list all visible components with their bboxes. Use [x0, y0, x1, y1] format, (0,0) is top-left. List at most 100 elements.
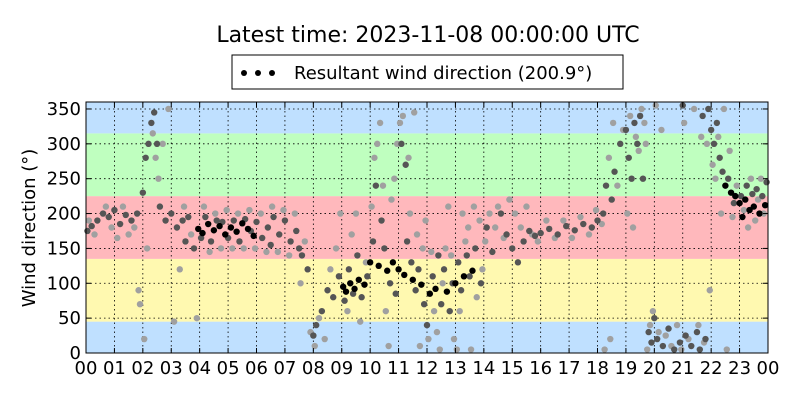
wind-point — [644, 346, 651, 353]
wind-point — [361, 281, 368, 288]
wind-point — [156, 203, 164, 210]
wind-point — [706, 287, 713, 294]
wind-point — [202, 213, 209, 221]
wind-point — [216, 222, 223, 230]
wind-point — [364, 273, 371, 280]
wind-point — [148, 119, 155, 127]
wind-point — [486, 210, 493, 217]
wind-point — [489, 248, 496, 256]
wind-point — [648, 339, 655, 346]
wind-point — [463, 252, 470, 259]
wind-point — [351, 285, 358, 293]
wind-point — [347, 280, 354, 287]
wind-point — [119, 203, 127, 210]
x-tick-label: 20 — [643, 358, 666, 379]
wind-point — [585, 231, 593, 238]
wind-point — [750, 203, 757, 210]
wind-point — [636, 112, 644, 120]
x-tick-label: 22 — [700, 358, 723, 379]
wind-point — [236, 238, 243, 245]
wind-point — [149, 130, 156, 137]
wind-point — [599, 210, 607, 217]
wind-point — [732, 192, 739, 200]
wind-point — [715, 133, 722, 141]
wind-point — [665, 325, 672, 332]
wind-point — [727, 189, 735, 196]
wind-point — [376, 119, 384, 127]
wind-point — [456, 307, 463, 315]
wind-point — [125, 231, 132, 238]
wind-point — [315, 314, 323, 322]
wind-point — [197, 234, 205, 242]
wind-point — [257, 210, 264, 217]
wind-point — [560, 217, 567, 224]
wind-point — [438, 300, 445, 308]
wind-point — [206, 248, 213, 256]
wind-point — [366, 259, 374, 266]
wind-point — [114, 234, 121, 242]
wind-point — [726, 147, 733, 155]
wind-point — [388, 196, 395, 203]
wind-point — [744, 224, 752, 231]
wind-point — [246, 206, 253, 214]
wind-point — [588, 224, 596, 231]
wind-point — [642, 140, 650, 148]
wind-point — [447, 252, 455, 259]
wind-point — [250, 232, 257, 240]
wind-point — [403, 238, 411, 245]
wind-point — [725, 175, 732, 182]
wind-point — [341, 297, 348, 304]
wind-point — [617, 140, 624, 148]
wind-point — [452, 280, 459, 287]
wind-point — [733, 182, 740, 189]
wind-point — [233, 228, 240, 235]
wind-point — [180, 203, 188, 210]
wind-point — [412, 287, 419, 294]
wind-point — [378, 217, 385, 224]
wind-point — [571, 227, 578, 234]
wind-point — [658, 126, 665, 134]
wind-point — [719, 168, 726, 175]
wind-point — [698, 133, 705, 141]
wind-point — [91, 231, 98, 238]
wind-point — [415, 266, 422, 273]
wind-point — [141, 335, 148, 343]
wind-point — [477, 280, 485, 287]
wind-point — [409, 276, 416, 283]
wind-point — [450, 335, 458, 343]
wind-point — [631, 119, 638, 127]
wind-point — [422, 217, 429, 224]
wind-point — [494, 203, 502, 210]
wind-point — [598, 220, 605, 228]
wind-point — [200, 203, 208, 210]
wind-point — [707, 126, 715, 134]
wind-point — [466, 273, 473, 280]
wind-point — [693, 328, 701, 336]
wind-point — [406, 210, 414, 217]
wind-point — [374, 140, 381, 148]
wind-point — [716, 154, 723, 161]
wind-point — [253, 218, 260, 226]
legend: Resultant wind direction (200.9°) — [231, 54, 624, 90]
wind-point — [537, 229, 544, 237]
y-axis-tick-labels: 0 50 100 150 200 250 300 350 — [47, 99, 81, 364]
wind-point — [263, 248, 270, 256]
wind-point — [227, 224, 235, 231]
wind-point — [676, 339, 684, 346]
wind-point — [229, 245, 236, 252]
axis-ticks — [85, 102, 769, 354]
wind-point — [168, 210, 175, 217]
wind-point — [433, 328, 441, 336]
wind-point — [136, 300, 144, 308]
wind-point — [717, 210, 725, 217]
wind-point — [652, 102, 659, 109]
wind-point — [176, 266, 183, 273]
wind-point — [601, 346, 608, 353]
wind-point — [472, 245, 479, 252]
wind-point — [151, 109, 158, 116]
wind-point — [467, 346, 475, 353]
wind-point — [295, 245, 303, 252]
wind-point — [287, 238, 294, 245]
wind-point — [641, 119, 648, 127]
